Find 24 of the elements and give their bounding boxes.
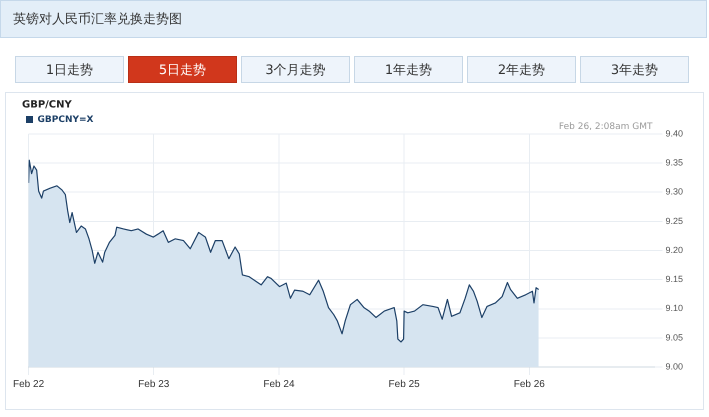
y-tick-label: 9.15 [665, 274, 684, 284]
text: 3年走势 [580, 56, 689, 83]
legend-label: GBPCNY=X [38, 114, 94, 125]
y-tick-label: 9.10 [665, 303, 684, 314]
y-tick-label: 9.35 [665, 158, 684, 168]
y-tick-label: 9.30 [665, 186, 684, 197]
x-tick-label: Feb 25 [388, 378, 420, 390]
x-tick-label: Feb 26 [514, 378, 546, 390]
y-tick-label: 9.05 [665, 332, 684, 342]
text: Feb 26, 2:08am GMT [558, 122, 653, 132]
text: 2年走势 [467, 56, 576, 83]
text: 1日走势 [15, 56, 124, 83]
x-tick-label: Feb 24 [263, 378, 295, 390]
x-tick-label: Feb 23 [138, 378, 170, 390]
text: 5日走势 [128, 56, 237, 83]
y-tick-label: 9.40 [665, 128, 684, 138]
x-tick-label: Feb 22 [12, 378, 45, 390]
y-tick-label: 9.00 [665, 361, 684, 372]
y-tick-label: 9.20 [665, 244, 684, 255]
y-tick-label: 9.25 [665, 216, 684, 226]
text: 1年走势 [354, 56, 463, 83]
text: 3个月走势 [241, 56, 350, 83]
chart-title: 英镑对人民币汇率兑换走势图 [0, 0, 707, 38]
chart-subtitle: GBP/CNY [22, 100, 73, 111]
